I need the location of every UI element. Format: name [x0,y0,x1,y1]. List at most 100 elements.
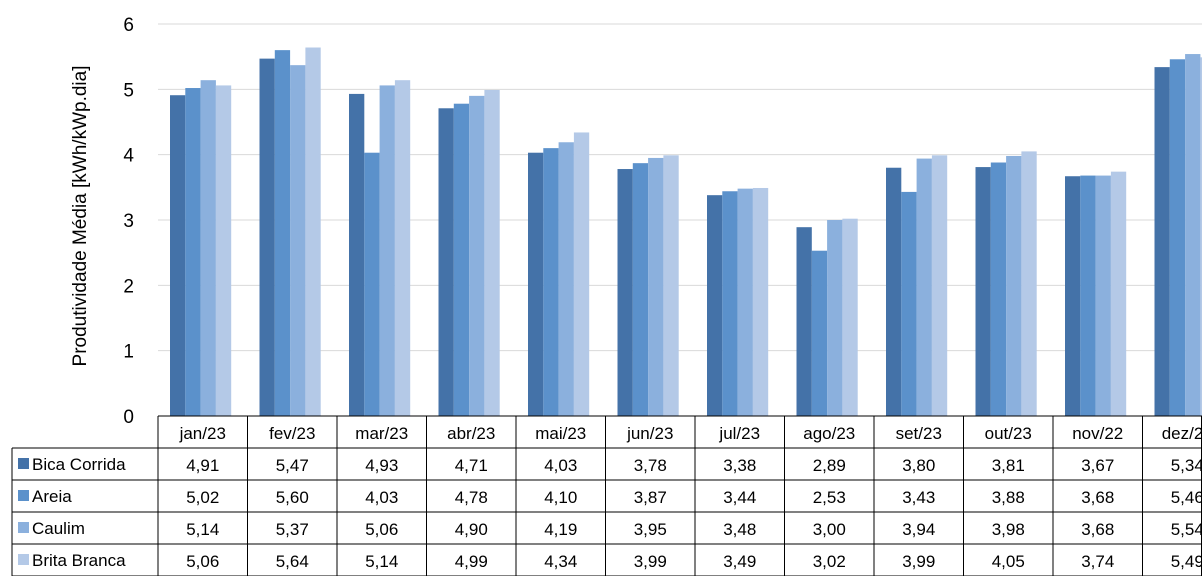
legend-key [18,458,29,469]
x-tick-label: nov/22 [1072,424,1123,443]
data-label: 4,10 [544,488,577,507]
data-label: 4,90 [455,520,488,539]
data-label: 4,03 [365,488,398,507]
bar-bica-corrida [707,195,723,416]
bar-caulim [290,65,306,416]
data-label: 5,06 [186,552,219,571]
x-tick-label: out/23 [985,424,1032,443]
bar-caulim [1006,155,1022,416]
bar-areia [722,191,738,416]
bar-brita-branca [842,218,858,416]
data-label: 4,03 [544,456,577,475]
legend-key [18,554,29,565]
bar-bica-corrida [349,93,365,416]
data-label: 3,88 [992,488,1025,507]
bar-bica-corrida [975,167,991,416]
data-label: 5,37 [276,520,309,539]
bar-brita-branca [1200,57,1202,416]
bars [170,47,1202,417]
data-label: 3,43 [902,488,935,507]
bar-bica-corrida [528,152,544,416]
bar-brita-branca [394,80,411,416]
data-label: 3,99 [634,552,667,571]
bar-brita-branca [752,187,769,416]
x-tick-label: mai/23 [535,424,586,443]
x-tick-label: set/23 [896,424,942,443]
legend-key [18,490,29,501]
y-tick-label: 0 [123,407,134,428]
data-label: 3,81 [992,456,1025,475]
bar-bica-corrida [1065,176,1081,416]
bar-areia [990,162,1007,416]
bar-brita-branca [305,47,321,417]
bar-areia [453,103,470,416]
legend-key [18,522,29,533]
data-label: 4,78 [455,488,488,507]
bar-caulim [1185,54,1201,416]
data-label: 3,99 [902,552,935,571]
data-label: 3,68 [1081,488,1114,507]
bar-bica-corrida [796,227,812,416]
x-tick-label: mar/23 [355,424,408,443]
bar-bica-corrida [438,108,454,416]
y-tick-label: 4 [123,146,134,167]
bar-caulim [737,188,753,416]
bar-bica-corrida [170,95,186,417]
data-label: 3,67 [1081,456,1114,475]
legend-entry: Caulim [32,519,85,538]
bar-areia [811,250,828,416]
data-label: 2,89 [813,456,846,475]
data-label: 4,93 [365,456,398,475]
y-axis-label: Produtividade Média [kWh/kWp.dia] [70,66,91,367]
bar-caulim [558,142,574,416]
bar-areia [632,163,649,416]
data-label: 3,80 [902,456,935,475]
data-label: 3,95 [634,520,667,539]
data-label: 4,34 [544,552,577,571]
bar-areia [1080,175,1096,416]
data-label: 3,44 [723,488,756,507]
data-label: 4,19 [544,520,577,539]
bar-brita-branca [215,85,232,416]
bar-brita-branca [931,155,948,416]
legend-entry: Areia [32,487,72,506]
data-label: 4,71 [455,456,488,475]
data-label: 5,64 [276,552,309,571]
x-tick-label: abr/23 [447,424,495,443]
y-tick-label: 2 [123,276,134,297]
y-tick-label: 3 [123,211,134,232]
x-tick-label: jul/23 [718,424,760,443]
data-label: 3,74 [1081,552,1114,571]
bar-brita-branca [1021,151,1037,416]
data-label: 4,99 [455,552,488,571]
bar-areia [1169,59,1186,416]
bar-caulim [827,220,843,416]
x-tick-label: jan/23 [179,424,226,443]
legend-entry: Brita Branca [32,551,126,570]
data-label: 3,38 [723,456,756,475]
bar-caulim [1095,175,1111,416]
data-label: 3,87 [634,488,667,507]
axes: 0 1 2 3 4 5 6 [123,15,134,428]
data-label: 3,48 [723,520,756,539]
data-label: 4,91 [186,456,219,475]
bar-bica-corrida [617,169,633,416]
data-label: 5,14 [186,520,219,539]
x-tick-label: ago/23 [803,424,855,443]
bar-bica-corrida [1154,67,1170,417]
data-label: 5,46 [1171,488,1202,507]
bar-bica-corrida [259,58,275,416]
data-label: 3,94 [902,520,935,539]
legend-entry: Bica Corrida [32,455,126,474]
bar-areia [185,88,201,416]
bar-areia [543,148,559,416]
bar-caulim [469,95,485,416]
bar-areia [901,191,917,416]
bar-brita-branca [573,132,590,416]
data-label: 5,60 [276,488,309,507]
data-label: 4,05 [992,552,1025,571]
bar-caulim [200,80,216,416]
data-label: 3,78 [634,456,667,475]
